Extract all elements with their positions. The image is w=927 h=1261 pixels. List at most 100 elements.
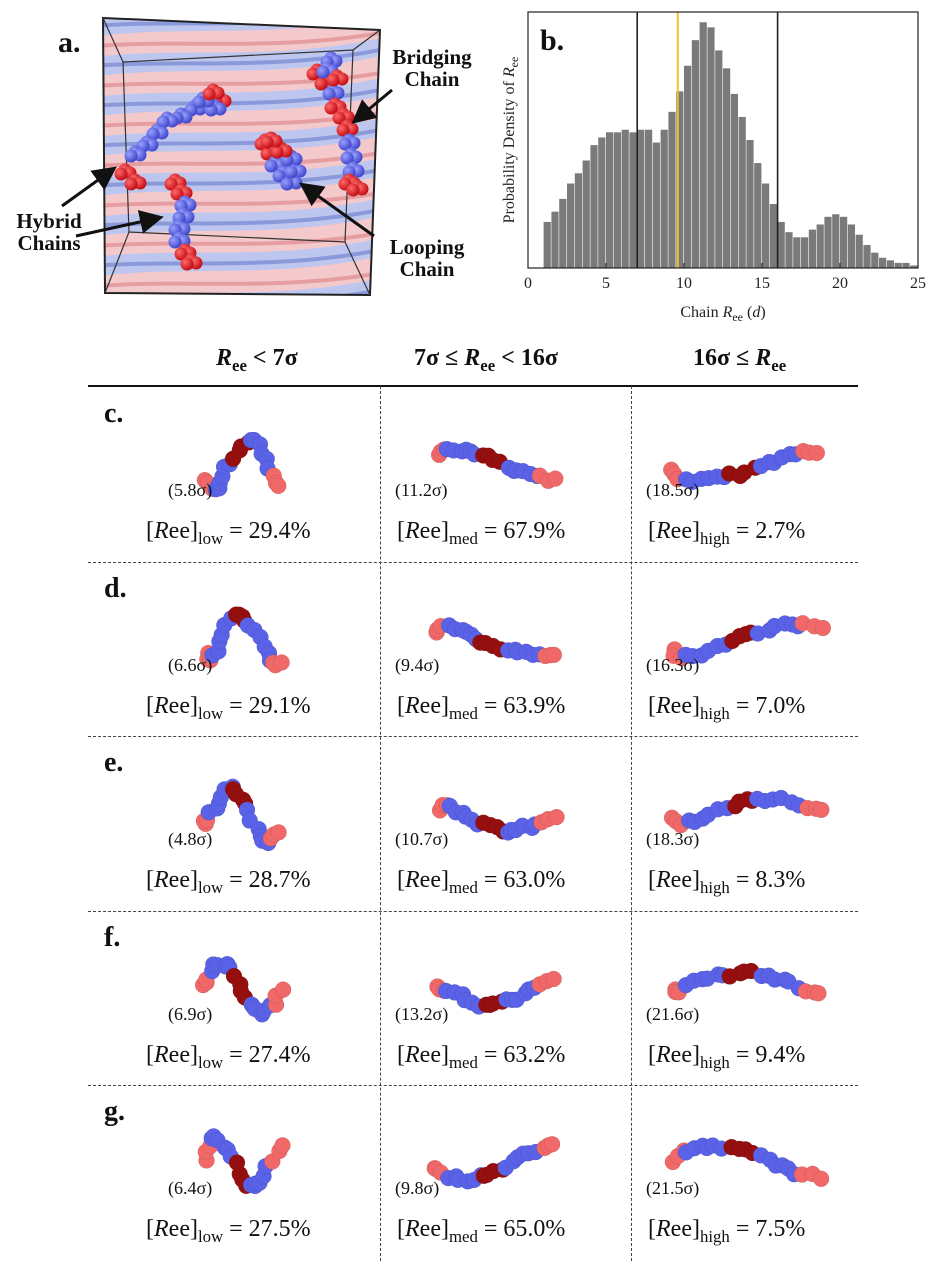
fraction-subscript: med	[448, 1226, 478, 1246]
chain-bead	[324, 101, 338, 115]
chain-bead	[284, 165, 298, 179]
fraction-ee: ee]	[168, 518, 198, 544]
histogram-bar	[598, 137, 606, 268]
chain-bead	[260, 147, 274, 161]
histogram-bar	[707, 27, 715, 268]
histogram-bars	[543, 22, 918, 269]
fraction-percent: = 29.4%	[223, 518, 311, 544]
histogram-bar	[840, 216, 848, 268]
fraction-prefix: [	[146, 1041, 154, 1068]
chain-snapshot	[195, 778, 287, 852]
hybrid-chain-2	[192, 83, 227, 117]
fraction-subscript: high	[699, 703, 730, 723]
fraction-prefix: [	[146, 692, 154, 719]
ree-value: (21.5σ)	[646, 1178, 700, 1198]
fraction-percent: = 28.7%	[223, 867, 311, 893]
column-divider-2	[631, 386, 632, 1261]
panel-b-histogram: 0 5 10 15 20 25 b. Chain Ree (d) Probability …	[501, 11, 926, 324]
chain-bead	[202, 87, 216, 101]
fraction-ee: ee]	[670, 867, 700, 893]
fraction-percent: = 27.4%	[223, 1041, 311, 1068]
histogram-bar	[847, 224, 855, 268]
ree-value: (9.4σ)	[395, 654, 440, 675]
red-lamella-core	[103, 64, 380, 90]
panel-a-label: a.	[58, 26, 81, 59]
fraction-symbol: R	[656, 518, 671, 544]
bridging-arrow	[351, 88, 393, 124]
fraction-value: [Ree]low = 28.7%	[146, 867, 311, 898]
snapshot-bead	[270, 477, 287, 495]
histogram-bar	[738, 116, 746, 269]
histogram-bar	[754, 163, 762, 268]
fraction-percent: = 8.3%	[729, 867, 806, 893]
fraction-symbol: R	[405, 518, 420, 544]
chain-snapshot	[426, 1135, 561, 1190]
chain-bead	[180, 257, 194, 271]
chain-bead	[322, 87, 336, 101]
chain-bead	[260, 135, 274, 149]
histogram-bar	[567, 183, 575, 268]
histogram-bar	[762, 183, 770, 268]
histogram-bar	[715, 50, 723, 269]
lamellar-stripes	[103, 18, 380, 295]
chain-bead	[174, 247, 188, 261]
histogram-bar	[676, 91, 684, 268]
ree-value: (6.9σ)	[168, 1003, 213, 1024]
row-label: f.	[104, 921, 121, 953]
hybrid-chain-3	[164, 173, 203, 271]
fraction-subscript: low	[197, 877, 224, 897]
fraction-prefix: [	[648, 692, 656, 719]
snapshot-bead	[814, 619, 832, 636]
chain-snapshot	[430, 440, 564, 490]
fraction-percent: = 27.5%	[223, 1216, 311, 1242]
histogram-bar	[613, 132, 621, 268]
y-axis-label: Probability Density of Ree	[501, 57, 521, 224]
histogram-bar	[582, 160, 590, 268]
ree-value: (13.2σ)	[395, 1003, 449, 1024]
histogram-bar	[637, 129, 645, 268]
chain-bead	[326, 73, 340, 87]
blue-lamella-core	[103, 240, 380, 270]
blue-lamella-core	[103, 120, 380, 150]
histogram-bar	[894, 262, 902, 268]
fraction-ee: ee]	[168, 867, 198, 893]
histogram-bar	[645, 129, 653, 268]
histogram-bar	[629, 132, 637, 268]
fraction-value: [Ree]high = 7.5%	[648, 1216, 805, 1247]
histogram-bar	[574, 173, 582, 268]
row-label: d.	[104, 572, 127, 604]
fraction-value: [Ree]high = 7.0%	[648, 693, 805, 724]
chain-snapshot	[196, 431, 287, 498]
blue-lamella	[103, 110, 380, 160]
ree-value: (6.6σ)	[168, 654, 213, 675]
chain-snapshot	[199, 605, 290, 673]
fraction-prefix: [	[146, 867, 154, 893]
hybrid-arrow-2	[75, 210, 164, 238]
fraction-symbol: R	[154, 692, 169, 719]
snapshot-bead	[547, 470, 564, 487]
fraction-value: [Ree]low = 27.5%	[146, 1216, 311, 1247]
fraction-subscript: low	[197, 703, 224, 723]
fraction-subscript: med	[448, 1052, 478, 1072]
fraction-value: [Ree]low = 27.4%	[146, 1042, 311, 1073]
snapshot-bead	[274, 1137, 291, 1154]
chain-snapshot	[428, 616, 563, 664]
column-header-med: 7σ ≤ Ree < 16σ	[414, 345, 558, 375]
fraction-ee: ee]	[419, 518, 449, 544]
fraction-ee: ee]	[168, 692, 198, 719]
histogram-bar	[559, 198, 567, 268]
blue-lamella-core	[103, 160, 380, 190]
chain-snapshot	[431, 796, 565, 841]
fraction-prefix: [	[146, 1216, 154, 1242]
snapshot-bead	[543, 1135, 561, 1153]
histogram-bar	[691, 40, 699, 268]
fraction-prefix: [	[648, 518, 656, 544]
fraction-value: [Ree]med = 65.0%	[397, 1216, 565, 1247]
chain-bead	[346, 183, 360, 197]
fraction-symbol: R	[405, 1216, 420, 1242]
red-lamella-core	[103, 224, 380, 250]
fraction-prefix: [	[397, 692, 405, 719]
chain-bead	[270, 145, 284, 159]
blue-lamella-core	[103, 80, 380, 110]
chain-bead	[164, 177, 178, 191]
